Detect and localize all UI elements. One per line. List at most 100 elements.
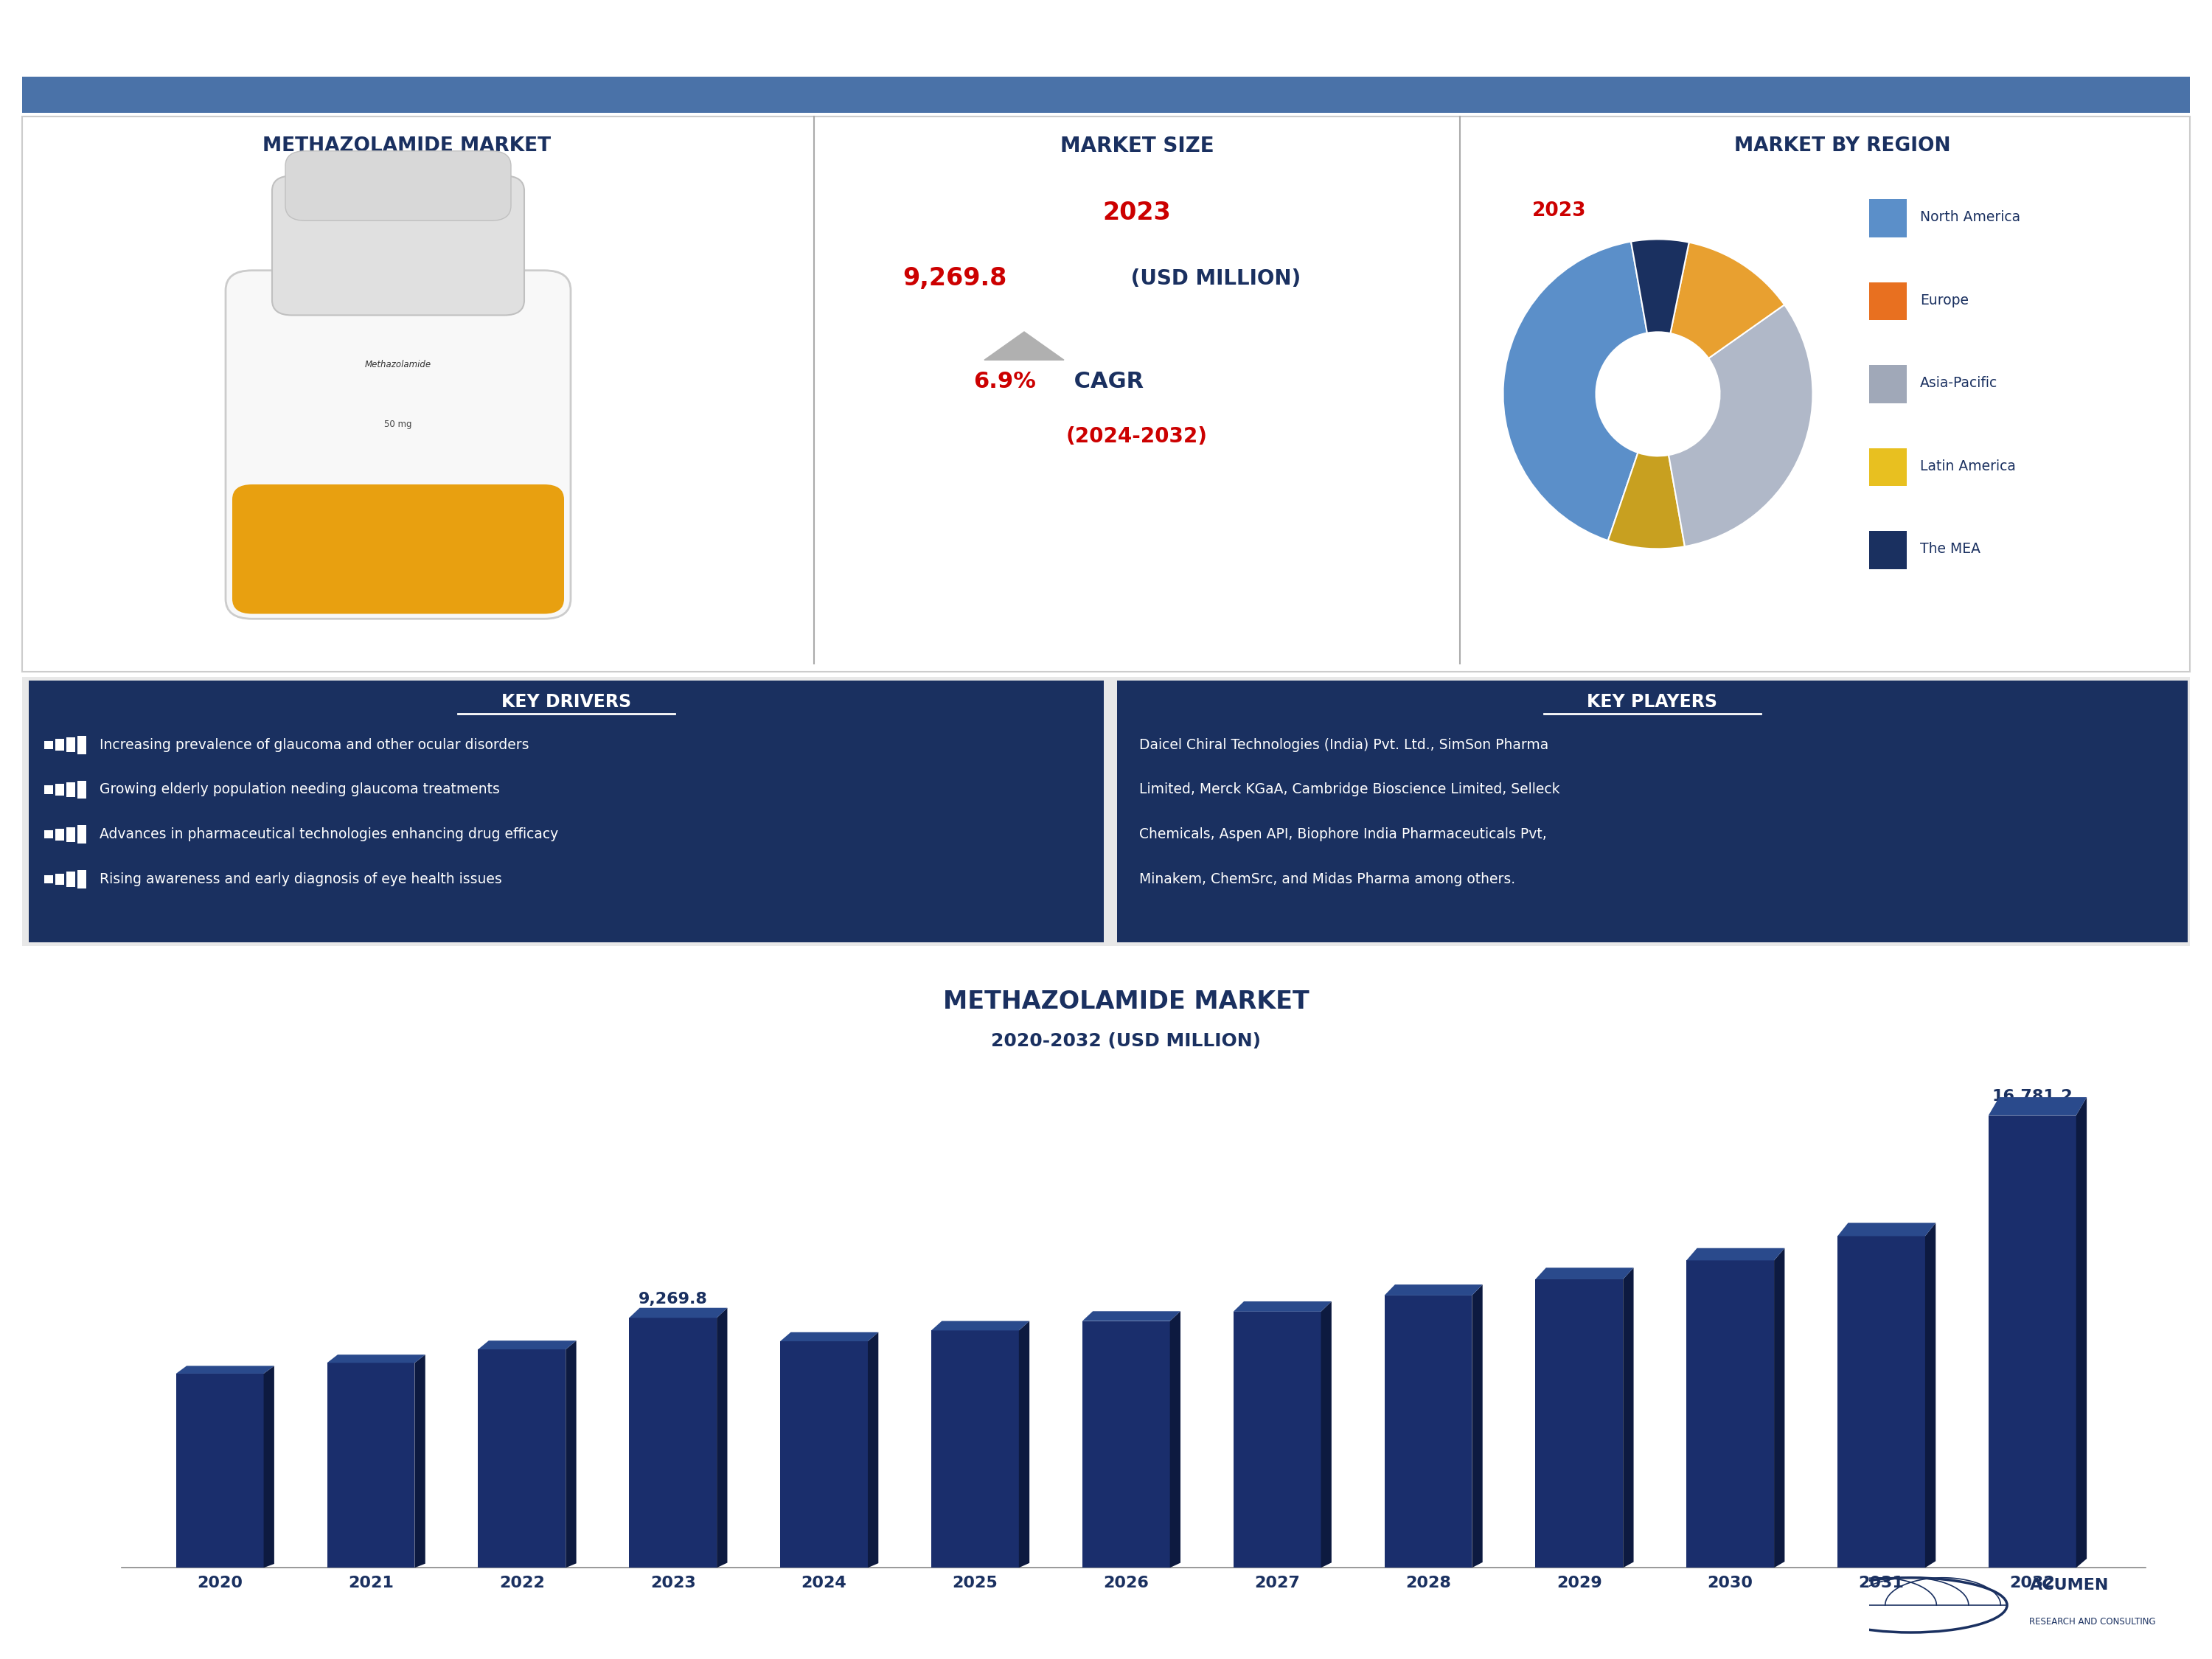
Text: METHAZOLAMIDE MARKET: METHAZOLAMIDE MARKET [942,989,1310,1014]
FancyBboxPatch shape [66,828,75,841]
Text: KEY PLAYERS: KEY PLAYERS [1588,693,1717,710]
Bar [177,1374,263,1568]
Polygon shape [1924,1223,1935,1568]
Text: MARKET BY REGION: MARKET BY REGION [1734,136,1951,156]
Polygon shape [414,1355,425,1568]
Bar [931,1331,1020,1568]
Polygon shape [1321,1301,1332,1568]
Text: 2020-2032 (USD MILLION): 2020-2032 (USD MILLION) [991,1032,1261,1050]
FancyBboxPatch shape [77,826,86,843]
Text: Latin America: Latin America [1920,460,2015,473]
Text: ACUMEN: ACUMEN [2031,1578,2108,1593]
Polygon shape [717,1307,728,1568]
Bar [628,1317,717,1568]
Text: 2023: 2023 [1533,201,1586,221]
Text: 9,269.8: 9,269.8 [639,1292,708,1307]
Text: Minakem, ChemSrc, and Midas Pharma among others.: Minakem, ChemSrc, and Midas Pharma among… [1139,873,1515,886]
FancyBboxPatch shape [55,738,64,750]
Text: Advances in pharmaceutical technologies enhancing drug efficacy: Advances in pharmaceutical technologies … [100,828,557,841]
Text: Asia-Pacific: Asia-Pacific [1920,377,1997,390]
Polygon shape [1774,1248,1785,1568]
Bar [1535,1279,1624,1568]
Polygon shape [1385,1284,1482,1296]
Polygon shape [1020,1321,1029,1568]
Text: Methazolamide: Methazolamide [365,360,431,370]
Bar [1686,1261,1774,1568]
Text: 2023: 2023 [1104,201,1170,224]
FancyBboxPatch shape [22,116,2190,672]
Wedge shape [1670,242,1785,358]
Wedge shape [1668,305,1812,546]
Text: Rising awareness and early diagnosis of eye health issues: Rising awareness and early diagnosis of … [100,873,502,886]
FancyBboxPatch shape [285,151,511,221]
Polygon shape [263,1365,274,1568]
FancyBboxPatch shape [55,873,64,886]
Text: MARKET SIZE: MARKET SIZE [1060,136,1214,156]
Text: The MEA: The MEA [1920,542,1980,556]
Text: 50 mg: 50 mg [385,420,411,430]
Text: Growing elderly population needing glaucoma treatments: Growing elderly population needing glauc… [100,783,500,796]
Polygon shape [1989,1097,2086,1115]
FancyBboxPatch shape [272,176,524,315]
Polygon shape [984,332,1064,360]
Wedge shape [1630,239,1690,333]
Bar [1838,1236,1924,1568]
FancyBboxPatch shape [44,740,53,748]
Text: 6.9%: 6.9% [973,372,1035,392]
FancyBboxPatch shape [1869,448,1907,486]
FancyBboxPatch shape [22,76,2190,113]
Text: Increasing prevalence of glaucoma and other ocular disorders: Increasing prevalence of glaucoma and ot… [100,738,529,752]
Polygon shape [1471,1284,1482,1568]
FancyBboxPatch shape [22,677,2190,946]
Bar [1989,1115,2077,1568]
Polygon shape [628,1307,728,1317]
Polygon shape [1686,1248,1785,1261]
Bar [327,1362,414,1568]
Polygon shape [1624,1267,1635,1568]
FancyBboxPatch shape [55,783,64,795]
FancyBboxPatch shape [44,830,53,838]
Polygon shape [1170,1311,1181,1568]
Bar [1234,1312,1321,1568]
Wedge shape [1504,242,1648,541]
FancyBboxPatch shape [77,735,86,753]
Text: Limited, Merck KGaA, Cambridge Bioscience Limited, Selleck: Limited, Merck KGaA, Cambridge Bioscienc… [1139,783,1559,796]
Text: (USD MILLION): (USD MILLION) [1124,269,1301,289]
Polygon shape [931,1321,1029,1331]
FancyBboxPatch shape [66,781,75,796]
FancyBboxPatch shape [226,270,571,619]
Bar [1385,1296,1471,1568]
Polygon shape [1234,1301,1332,1312]
Text: Chemicals, Aspen API, Biophore India Pharmaceuticals Pvt,: Chemicals, Aspen API, Biophore India Pha… [1139,828,1546,841]
FancyBboxPatch shape [55,830,64,839]
FancyBboxPatch shape [29,680,1104,942]
FancyBboxPatch shape [44,785,53,793]
Text: North America: North America [1920,211,2020,224]
FancyBboxPatch shape [44,876,53,883]
FancyBboxPatch shape [1869,531,1907,569]
Text: Daicel Chiral Technologies (India) Pvt. Ltd., SimSon Pharma: Daicel Chiral Technologies (India) Pvt. … [1139,738,1548,752]
Bar [478,1349,566,1568]
Text: METHAZOLAMIDE MARKET: METHAZOLAMIDE MARKET [263,136,551,156]
Text: 9,269.8: 9,269.8 [902,267,1006,290]
Polygon shape [566,1340,577,1568]
Text: RESEARCH AND CONSULTING: RESEARCH AND CONSULTING [2031,1618,2157,1626]
Text: CAGR: CAGR [1066,372,1144,392]
Text: KEY DRIVERS: KEY DRIVERS [502,693,630,710]
Polygon shape [781,1332,878,1340]
FancyBboxPatch shape [66,873,75,886]
Polygon shape [478,1340,577,1349]
Polygon shape [867,1332,878,1568]
Bar [781,1340,867,1568]
FancyBboxPatch shape [66,737,75,752]
Polygon shape [327,1355,425,1362]
FancyBboxPatch shape [77,780,86,798]
FancyBboxPatch shape [1869,282,1907,320]
Text: 16,781.2: 16,781.2 [1993,1090,2073,1103]
Polygon shape [1082,1311,1181,1321]
Polygon shape [1838,1223,1935,1236]
Bar [1082,1321,1170,1568]
FancyBboxPatch shape [77,869,86,889]
Text: (2024-2032): (2024-2032) [1066,426,1208,446]
Wedge shape [1608,453,1686,549]
